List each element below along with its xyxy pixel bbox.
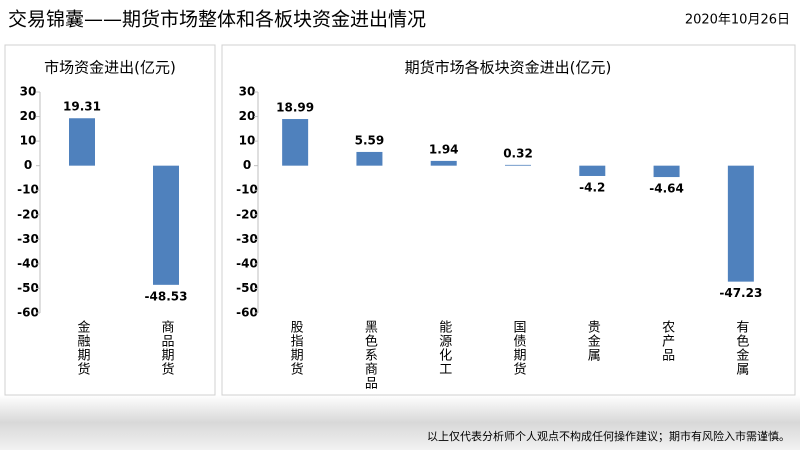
y-tick-label: -30 — [17, 232, 39, 246]
data-label: 5.59 — [355, 133, 385, 147]
bar — [282, 119, 309, 166]
x-tick-label: 国债期货 — [511, 320, 527, 376]
y-tick-label: -20 — [17, 207, 39, 221]
y-tick-label: -60 — [17, 306, 39, 320]
y-tick-label: -20 — [236, 207, 258, 221]
x-tick-label: 黑色系商品 — [362, 320, 378, 390]
bar — [153, 165, 179, 285]
x-tick-label: 能源化工 — [436, 320, 452, 376]
bar — [430, 160, 457, 166]
data-label: -4.2 — [579, 180, 605, 194]
x-tick-label: 股指期货 — [288, 320, 304, 376]
disclaimer: 以上仅代表分析师个人观点不构成任何操作建议；期市有风险入市需谨慎。 — [427, 429, 790, 443]
y-tick-label: -60 — [236, 306, 258, 320]
x-tick-label: 金融期货 — [75, 319, 91, 376]
y-tick-label: 10 — [239, 134, 256, 148]
bar — [727, 165, 754, 282]
data-label: 18.99 — [276, 101, 314, 115]
chart-title: 期货市场各板块资金进出(亿元) — [405, 59, 612, 77]
bar — [505, 164, 531, 166]
panel — [221, 44, 796, 396]
x-tick-label: 贵金属 — [585, 320, 601, 362]
y-tick-label: -10 — [17, 183, 39, 197]
bar — [356, 151, 383, 166]
y-tick-label: -30 — [236, 232, 258, 246]
y-tick-label: 30 — [239, 85, 256, 99]
y-tick-label: -40 — [17, 256, 39, 270]
x-tick-label: 农产品 — [659, 320, 675, 362]
y-tick-label: -10 — [236, 183, 258, 197]
bar — [653, 165, 680, 178]
data-label: -48.53 — [145, 289, 188, 303]
y-tick-label: 20 — [239, 109, 256, 123]
y-tick-label: -40 — [236, 256, 258, 270]
data-label: 1.94 — [429, 142, 459, 156]
y-tick-label: 10 — [20, 134, 37, 148]
bar — [579, 165, 606, 176]
y-tick-label: -50 — [17, 281, 39, 295]
data-label: -4.64 — [649, 182, 684, 196]
y-tick-label: 30 — [20, 85, 37, 99]
x-tick-label: 有色金属 — [733, 320, 749, 376]
date: 2020年10月26日 — [685, 13, 790, 28]
data-label: 0.32 — [503, 146, 533, 160]
background-wash — [0, 395, 800, 450]
data-label: -47.23 — [719, 286, 762, 300]
page-title: 交易锦囊——期货市场整体和各板块资金进出情况 — [8, 9, 426, 31]
x-tick-label: 商品期货 — [159, 320, 175, 376]
y-tick-label: 0 — [243, 158, 251, 172]
y-tick-label: 0 — [24, 158, 32, 172]
bar — [69, 118, 95, 166]
chart-title: 市场资金进出(亿元) — [44, 59, 176, 77]
y-tick-label: 20 — [20, 109, 37, 123]
y-tick-label: -50 — [236, 281, 258, 295]
data-label: 19.31 — [63, 100, 101, 114]
